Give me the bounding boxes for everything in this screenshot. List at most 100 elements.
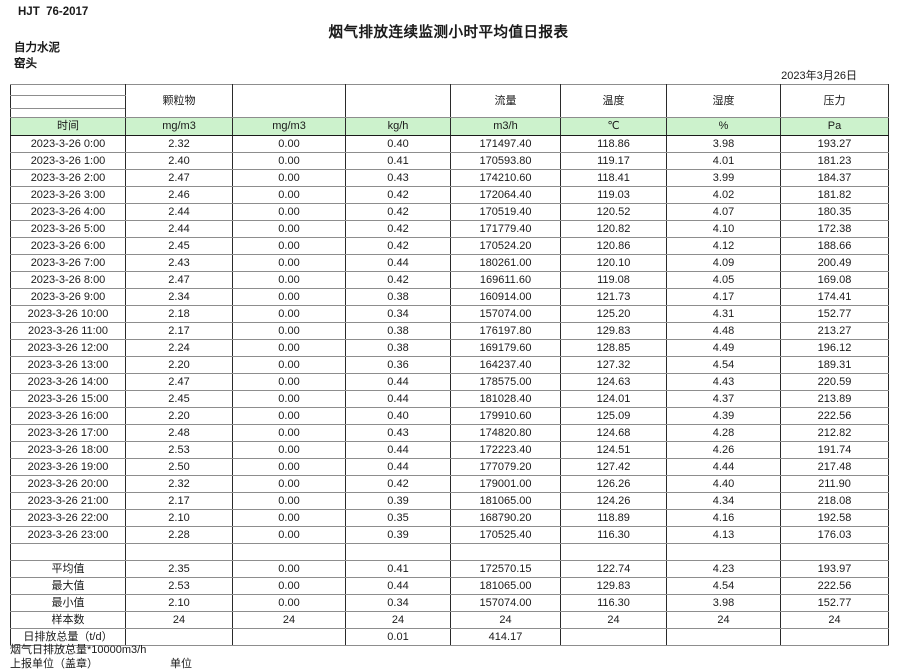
value-cell: 2.20	[125, 407, 233, 425]
blank-cell	[666, 543, 781, 561]
value-cell: 0.34	[345, 305, 451, 323]
value-cell: 2.53	[125, 441, 233, 459]
summary-row: 最小值 2.10 0.00 0.34 157074.00 116.30 3.98 152.77	[10, 594, 889, 612]
table-row: 2023-3-26 11:00 2.17 0.00 0.38 176197.80 129.…	[10, 322, 889, 340]
value-cell: 181028.40	[450, 390, 561, 408]
value-cell: 4.40	[666, 475, 781, 493]
table-row: 2023-3-26 13:00 2.20 0.00 0.36 164237.40 127.…	[10, 356, 889, 374]
value-cell: 0.00	[232, 152, 346, 170]
value-cell: 174820.80	[450, 424, 561, 442]
value-cell: 191.74	[780, 441, 889, 459]
summary-value-cell: 157074.00	[450, 594, 561, 612]
value-cell: 124.68	[560, 424, 667, 442]
time-cell: 2023-3-26 7:00	[10, 254, 126, 272]
summary-value-cell: 24	[780, 611, 889, 629]
value-cell: 0.00	[232, 237, 346, 255]
value-cell: 0.39	[345, 526, 451, 544]
value-cell: 2.40	[125, 152, 233, 170]
table-row: 2023-3-26 8:00 2.47 0.00 0.42 169611.60 119.0…	[10, 271, 889, 289]
value-cell: 189.31	[780, 356, 889, 374]
value-cell: 220.59	[780, 373, 889, 391]
summary-row: 样本数 24 24 24 24 24 24 24	[10, 611, 889, 629]
table-row: 2023-3-26 17:00 2.48 0.00 0.43 174820.80 124.…	[10, 424, 889, 442]
unit-header-cell: kg/h	[345, 117, 451, 136]
value-cell: 2.10	[125, 509, 233, 527]
value-cell: 176.03	[780, 526, 889, 544]
table-row: 2023-3-26 2:00 2.47 0.00 0.43 174210.60 118.4…	[10, 169, 889, 187]
value-cell: 0.38	[345, 288, 451, 306]
summary-label-cell: 最大值	[10, 577, 126, 595]
value-cell: 2.18	[125, 305, 233, 323]
value-cell: 3.98	[666, 135, 781, 153]
value-cell: 120.82	[560, 220, 667, 238]
value-cell: 2.28	[125, 526, 233, 544]
value-cell: 121.73	[560, 288, 667, 306]
value-cell: 181065.00	[450, 492, 561, 510]
value-cell: 217.48	[780, 458, 889, 476]
blank-row	[10, 543, 889, 561]
summary-value-cell: 0.00	[232, 560, 346, 578]
value-cell: 118.86	[560, 135, 667, 153]
summary-value-cell	[666, 628, 781, 646]
table-row: 2023-3-26 18:00 2.53 0.00 0.44 172223.40 124.…	[10, 441, 889, 459]
time-cell: 2023-3-26 17:00	[10, 424, 126, 442]
daily-total-note: 烟气日排放总量*10000m3/h	[10, 644, 147, 656]
value-cell: 4.39	[666, 407, 781, 425]
value-cell: 0.00	[232, 339, 346, 357]
value-cell: 0.00	[232, 441, 346, 459]
value-cell: 3.99	[666, 169, 781, 187]
time-cell: 2023-3-26 18:00	[10, 441, 126, 459]
value-cell: 171497.40	[450, 135, 561, 153]
group-header-cell	[345, 84, 451, 118]
value-cell: 170519.40	[450, 203, 561, 221]
time-cell: 2023-3-26 14:00	[10, 373, 126, 391]
time-cell: 2023-3-26 5:00	[10, 220, 126, 238]
table-row: 2023-3-26 19:00 2.50 0.00 0.44 177079.20 127.…	[10, 458, 889, 476]
value-cell: 127.42	[560, 458, 667, 476]
value-cell: 0.00	[232, 475, 346, 493]
value-cell: 213.89	[780, 390, 889, 408]
value-cell: 0.44	[345, 254, 451, 272]
value-cell: 124.63	[560, 373, 667, 391]
value-cell: 218.08	[780, 492, 889, 510]
summary-value-cell: 4.54	[666, 577, 781, 595]
time-header-blank-cell	[10, 108, 126, 118]
value-cell: 179001.00	[450, 475, 561, 493]
summary-value-cell	[780, 628, 889, 646]
time-cell: 2023-3-26 12:00	[10, 339, 126, 357]
table-row: 2023-3-26 9:00 2.34 0.00 0.38 160914.00 121.7…	[10, 288, 889, 306]
value-cell: 125.09	[560, 407, 667, 425]
value-cell: 2.17	[125, 322, 233, 340]
value-cell: 169179.60	[450, 339, 561, 357]
value-cell: 164237.40	[450, 356, 561, 374]
value-cell: 0.00	[232, 271, 346, 289]
summary-label-cell: 样本数	[10, 611, 126, 629]
value-cell: 2.43	[125, 254, 233, 272]
value-cell: 0.00	[232, 509, 346, 527]
summary-value-cell	[560, 628, 667, 646]
value-cell: 0.00	[232, 526, 346, 544]
time-cell: 2023-3-26 4:00	[10, 203, 126, 221]
summary-value-cell: 181065.00	[450, 577, 561, 595]
table-row: 2023-3-26 21:00 2.17 0.00 0.39 181065.00 124.…	[10, 492, 889, 510]
monitoring-table: 颗粒物 流量 温度 湿度 压力 时间 mg/m3 mg/m3 kg/h m3/h ℃% Pa 2023…	[10, 84, 889, 646]
value-cell: 0.00	[232, 135, 346, 153]
value-cell: 0.42	[345, 220, 451, 238]
summary-value-cell: 152.77	[780, 594, 889, 612]
value-cell: 4.43	[666, 373, 781, 391]
unit-header-cell: %	[666, 117, 781, 136]
value-cell: 196.12	[780, 339, 889, 357]
value-cell: 2.44	[125, 220, 233, 238]
group-header-cell: 颗粒物	[125, 84, 233, 118]
value-cell: 4.02	[666, 186, 781, 204]
summary-value-cell: 0.00	[232, 577, 346, 595]
summary-value-cell: 24	[232, 611, 346, 629]
time-cell: 2023-3-26 21:00	[10, 492, 126, 510]
table-row: 2023-3-26 15:00 2.45 0.00 0.44 181028.40 124.…	[10, 390, 889, 408]
table-row: 2023-3-26 16:00 2.20 0.00 0.40 179910.60 125.…	[10, 407, 889, 425]
value-cell: 4.17	[666, 288, 781, 306]
time-cell: 2023-3-26 10:00	[10, 305, 126, 323]
value-cell: 128.85	[560, 339, 667, 357]
value-cell: 179910.60	[450, 407, 561, 425]
value-cell: 129.83	[560, 322, 667, 340]
